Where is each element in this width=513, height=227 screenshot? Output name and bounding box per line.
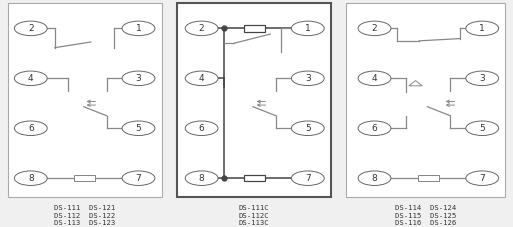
Text: 6: 6 [371,124,378,133]
Bar [177,3,331,197]
Text: DS-115  DS-125: DS-115 DS-125 [395,213,457,219]
Bar [244,25,265,32]
Text: 8: 8 [199,174,205,183]
Text: 7: 7 [305,174,311,183]
Circle shape [185,21,218,36]
Text: 3: 3 [305,74,311,83]
Bar [346,3,505,197]
Circle shape [185,171,218,185]
Circle shape [466,21,499,36]
Text: DS-111  DS-121: DS-111 DS-121 [54,205,115,211]
Circle shape [358,71,391,86]
Circle shape [185,121,218,136]
Text: 2: 2 [28,24,33,33]
Text: 3: 3 [135,74,142,83]
Bar [418,175,439,181]
Text: 7: 7 [135,174,142,183]
Bar [74,175,95,181]
Circle shape [122,121,155,136]
Bar [8,3,162,197]
Circle shape [466,121,499,136]
Text: 8: 8 [28,174,34,183]
Text: 4: 4 [372,74,377,83]
Text: DS-113C: DS-113C [239,220,269,226]
Text: 5: 5 [305,124,311,133]
Circle shape [466,71,499,86]
Text: 2: 2 [199,24,204,33]
Text: DS-116  DS-126: DS-116 DS-126 [395,220,457,226]
Circle shape [122,21,155,36]
Text: DS-113  DS-123: DS-113 DS-123 [54,220,115,226]
Text: 1: 1 [479,24,485,33]
Circle shape [185,71,218,86]
Text: DS-114  DS-124: DS-114 DS-124 [395,205,457,211]
Text: 5: 5 [479,124,485,133]
Circle shape [291,21,324,36]
Text: 8: 8 [371,174,378,183]
Bar [244,175,265,181]
Text: DS-112  DS-122: DS-112 DS-122 [54,213,115,219]
Circle shape [122,71,155,86]
Circle shape [291,71,324,86]
Text: 1: 1 [305,24,311,33]
Text: 6: 6 [199,124,205,133]
Circle shape [122,171,155,185]
Text: 5: 5 [135,124,142,133]
Text: 6: 6 [28,124,34,133]
Circle shape [14,121,47,136]
Circle shape [358,121,391,136]
Text: 1: 1 [135,24,142,33]
Text: DS-111C: DS-111C [239,205,269,211]
Circle shape [291,121,324,136]
Text: 4: 4 [28,74,33,83]
Circle shape [14,71,47,86]
Text: 7: 7 [479,174,485,183]
Circle shape [358,171,391,185]
Circle shape [291,171,324,185]
Text: 2: 2 [372,24,377,33]
Text: DS-112C: DS-112C [239,213,269,219]
Circle shape [14,21,47,36]
Text: 3: 3 [479,74,485,83]
Circle shape [466,171,499,185]
Circle shape [358,21,391,36]
Text: 4: 4 [199,74,204,83]
Circle shape [14,171,47,185]
